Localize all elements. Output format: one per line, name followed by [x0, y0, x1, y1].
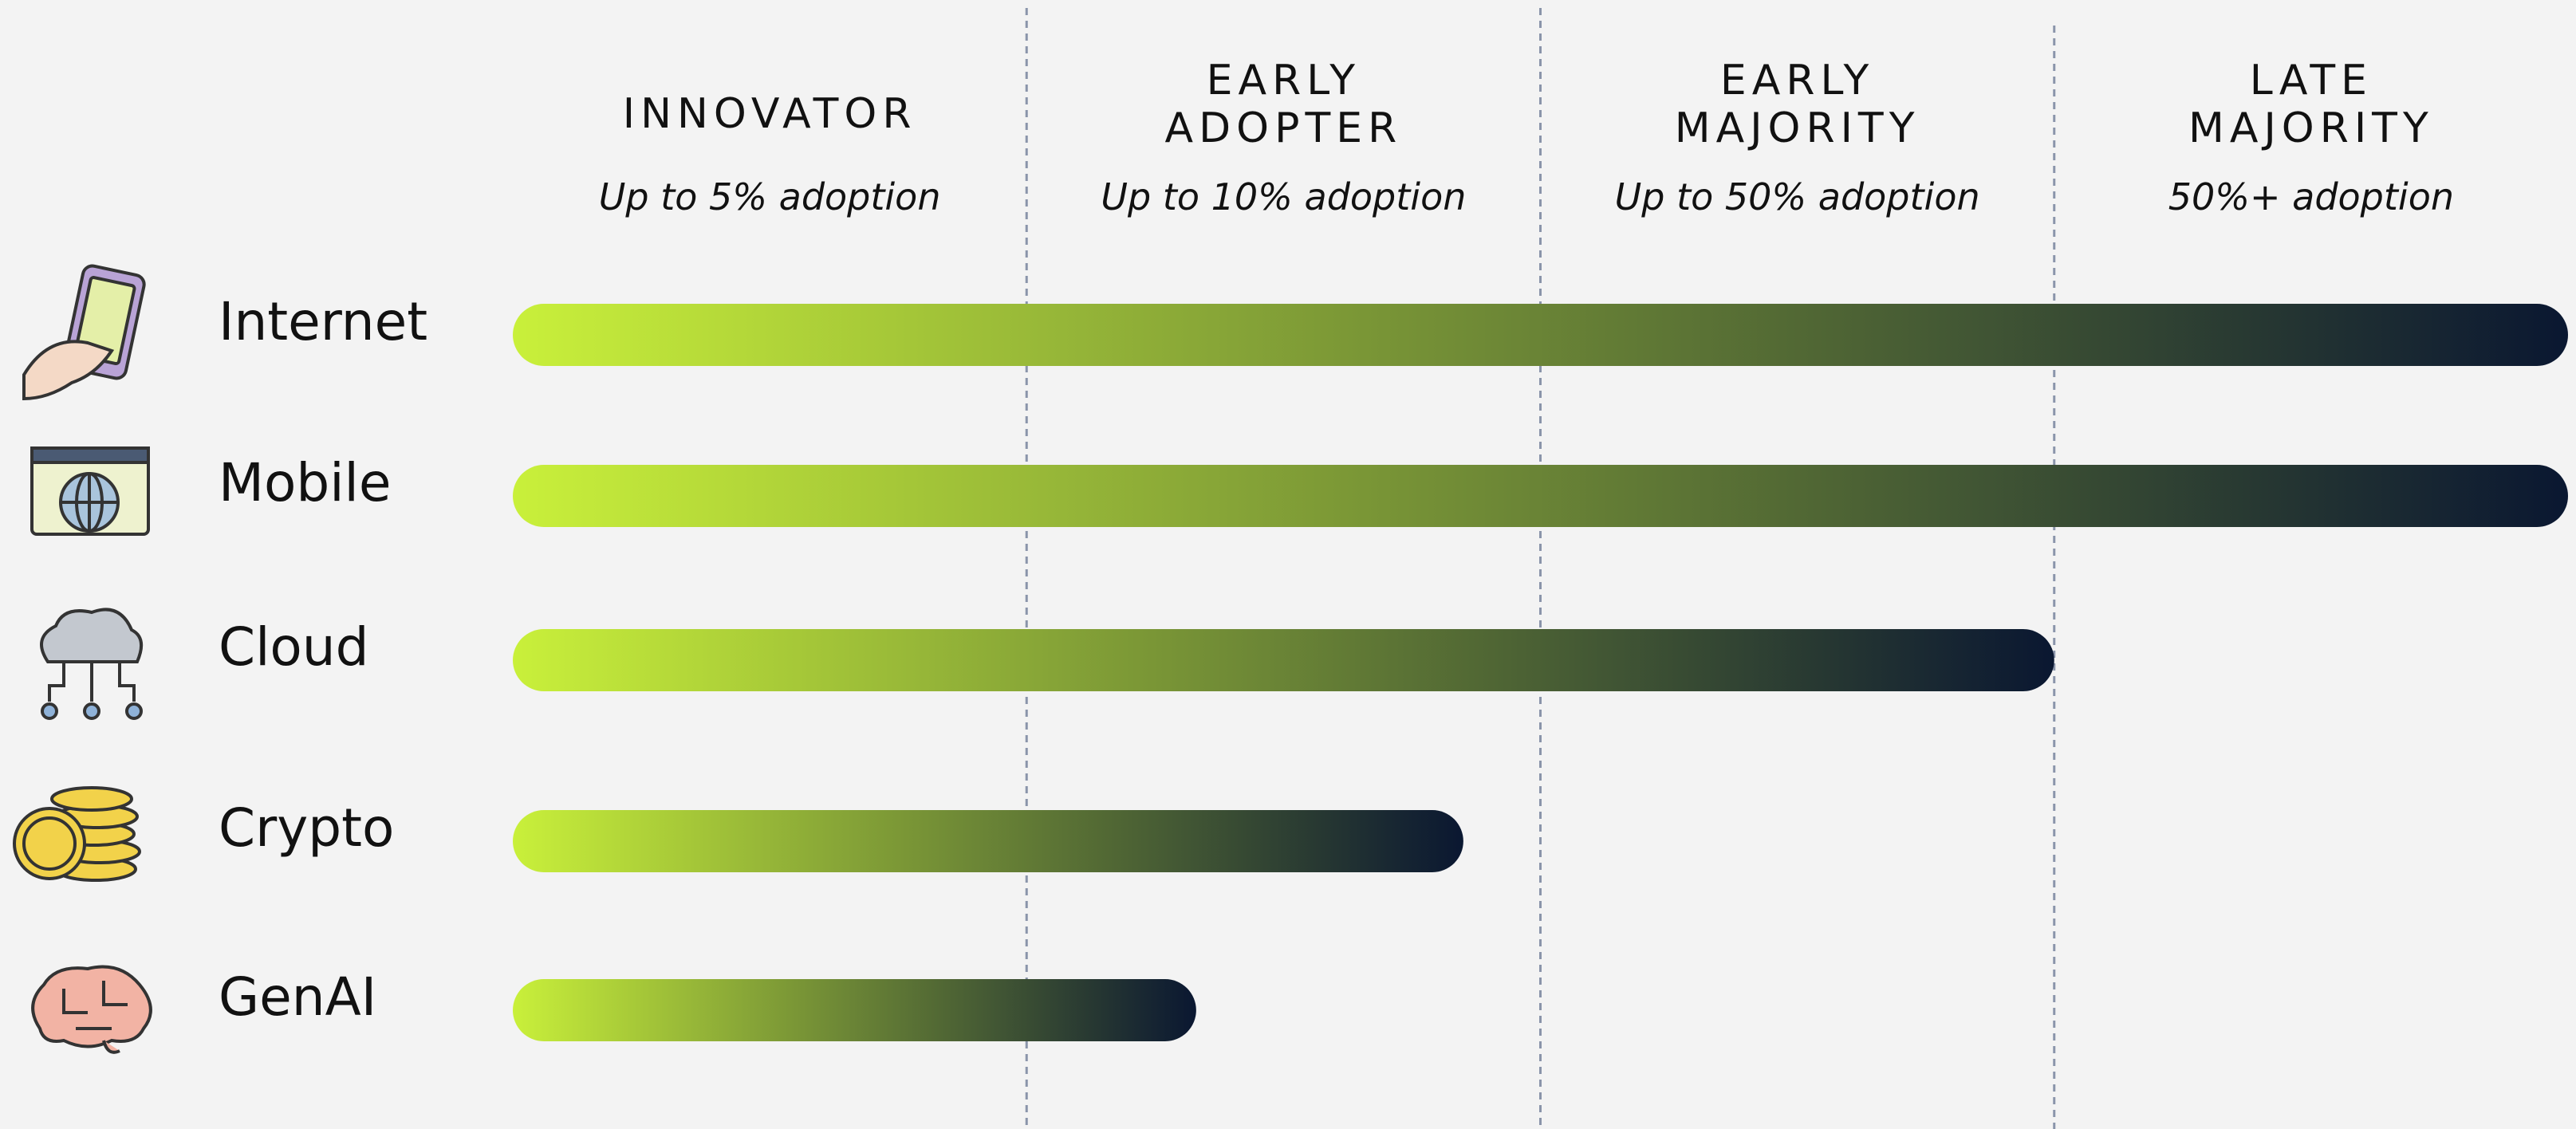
bar	[513, 810, 1463, 872]
bar	[513, 979, 1196, 1041]
icon-cloud	[40, 608, 144, 720]
icon-browser	[30, 446, 150, 536]
stage-subtitle: Up to 50% adoption	[1615, 175, 1980, 218]
stage-subtitle: 50%+ adoption	[2168, 175, 2454, 218]
icon-coins	[13, 786, 141, 882]
stage-name: LATE	[2250, 57, 2373, 104]
stage-name: ADOPTER	[1165, 104, 1403, 152]
stage-name: INNOVATOR	[623, 90, 917, 138]
icon-brain	[31, 965, 152, 1054]
stage-name: MAJORITY	[2188, 104, 2434, 152]
icon-phone	[22, 264, 146, 401]
bar	[513, 465, 2568, 527]
bar	[513, 629, 2054, 691]
stage-name: MAJORITY	[1675, 104, 1920, 152]
category-label: Internet	[219, 291, 427, 352]
stage-subtitle: Up to 5% adoption	[599, 175, 941, 218]
category-label: GenAI	[219, 966, 376, 1028]
stage-name: EARLY	[1207, 57, 1361, 104]
category-label: Mobile	[219, 452, 392, 513]
category-label: Cloud	[219, 616, 369, 678]
category-label: Crypto	[219, 797, 394, 859]
stage-name: EARLY	[1720, 57, 1874, 104]
bar	[513, 304, 2568, 366]
stage-subtitle: Up to 10% adoption	[1101, 175, 1466, 218]
